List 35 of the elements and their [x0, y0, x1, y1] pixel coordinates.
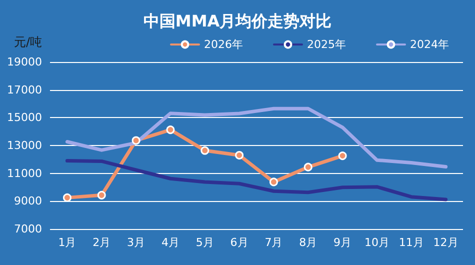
- y-tick-label: 9000: [14, 194, 42, 208]
- legend-label: 2025年: [306, 38, 346, 51]
- x-tick-label: 5月: [196, 236, 214, 249]
- point: [200, 146, 210, 155]
- y-tick-label: 13000: [7, 139, 42, 152]
- x-tick-label: 1月: [58, 236, 76, 249]
- chart-title: 中国MMA月均价走势对比: [143, 12, 332, 30]
- point: [132, 136, 140, 145]
- point: [166, 126, 175, 134]
- y-tick-label: 19000: [7, 56, 42, 68]
- x-tick-label: 10月: [364, 236, 390, 249]
- x-tick-label: 3月: [127, 236, 146, 249]
- line-series: [65, 106, 448, 169]
- legend-label: 2026年: [204, 38, 243, 51]
- point: [269, 178, 278, 186]
- point: [62, 193, 72, 202]
- point: [97, 190, 106, 200]
- x-tick-label: 2月: [92, 236, 111, 249]
- legend-label: 2024年: [410, 38, 449, 51]
- x-tick-label: 11月: [398, 236, 424, 249]
- x-tick-label: 12月: [433, 236, 458, 249]
- y-tick-label: 7000: [14, 222, 42, 236]
- x-tick-label: 8月: [299, 236, 318, 249]
- x-tick-label: 9月: [334, 236, 352, 249]
- point: [304, 162, 312, 172]
- x-tick-label: 7月: [264, 236, 283, 249]
- x-tick-label: 6月: [230, 236, 248, 249]
- y-axis-title: 元/吨: [14, 35, 42, 49]
- point: [235, 150, 244, 160]
- x-tick-label: 4月: [161, 236, 180, 249]
- line-series: [65, 159, 448, 202]
- y-tick-label: 15000: [7, 111, 42, 124]
- y-tick-label: 11000: [7, 166, 42, 180]
- point: [338, 152, 347, 160]
- y-tick-label: 17000: [7, 83, 42, 96]
